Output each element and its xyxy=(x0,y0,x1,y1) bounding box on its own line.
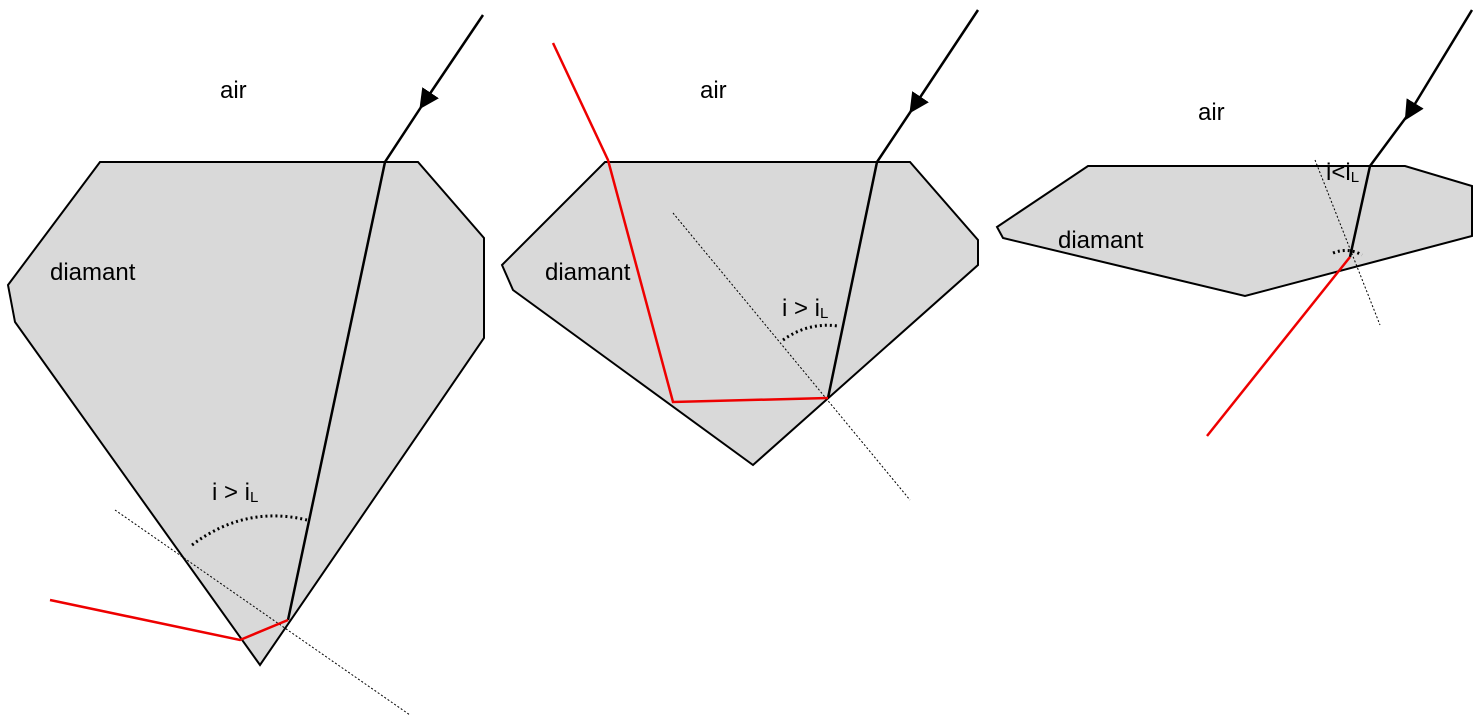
medium-label: diamant xyxy=(50,259,136,286)
incident-ray xyxy=(1410,10,1472,112)
incident-ray xyxy=(915,10,978,105)
angle-label: i<iL xyxy=(1326,159,1359,186)
incident-ray xyxy=(425,15,483,101)
medium-label: diamant xyxy=(1058,227,1144,254)
diamond xyxy=(502,162,978,465)
angle-sub: L xyxy=(820,305,828,322)
medium-label: diamant xyxy=(545,259,631,286)
angle-sub: L xyxy=(250,489,258,506)
diagram: i > iL air diamant i > iL air diamant i<… xyxy=(0,0,1480,715)
panel-2: i > iL air diamant xyxy=(502,10,978,500)
panel-1: i > iL air diamant xyxy=(8,15,484,715)
angle-text: i<i xyxy=(1326,159,1351,186)
medium-label: air xyxy=(220,77,247,104)
medium-label: air xyxy=(700,77,727,104)
medium-label: air xyxy=(1198,99,1225,126)
diamond xyxy=(8,162,484,665)
angle-sub: L xyxy=(1351,169,1359,186)
panel-3: i<iL air diamant xyxy=(997,10,1472,436)
angle-text: i > i xyxy=(782,295,820,322)
angle-text: i > i xyxy=(212,479,250,506)
